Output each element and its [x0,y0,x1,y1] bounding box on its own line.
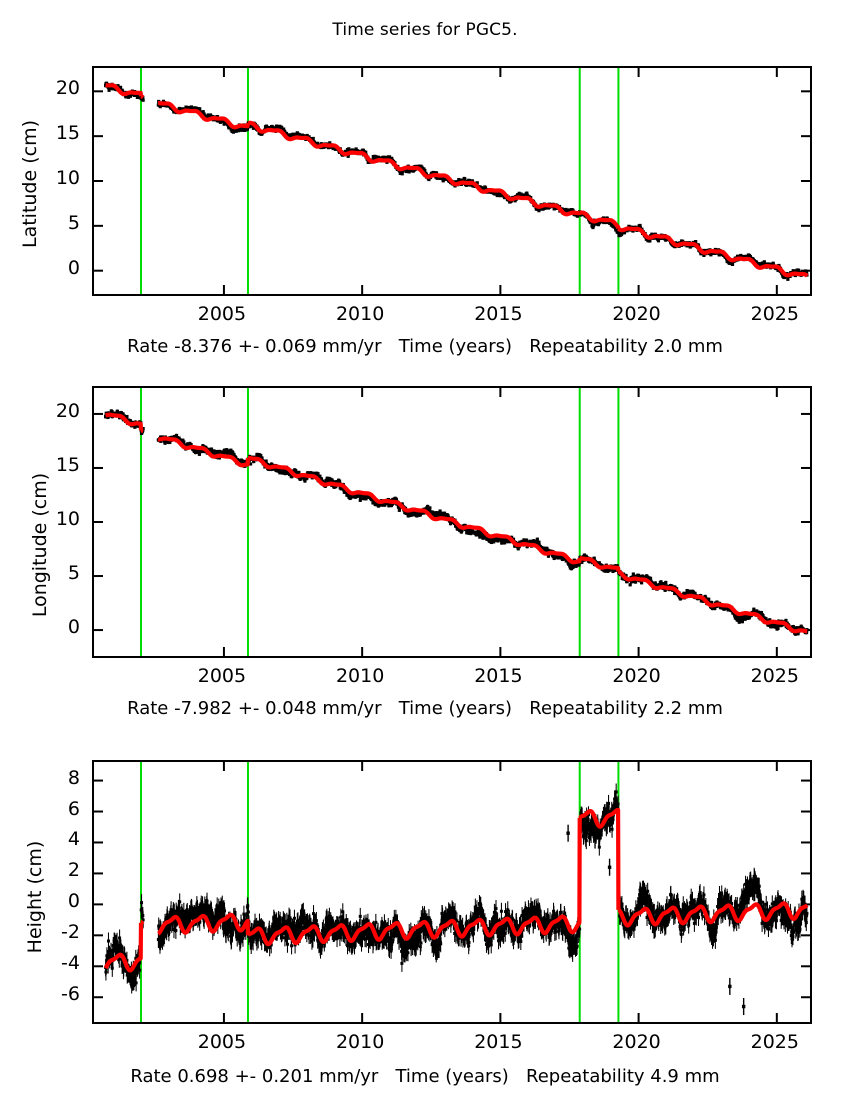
panel-latitude-xtick-2015: 2015 [474,303,523,325]
panel-latitude-xtick-2005: 2005 [197,303,247,325]
panel-height-ytick-m4: -4 [61,952,80,975]
panel-longitude-ytick-0: 0 [67,616,80,639]
panel-latitude-ytick-5: 5 [67,211,80,234]
panel-longitude-xtick-2020: 2020 [612,665,661,687]
panel-height-xtick-2005: 2005 [197,1031,247,1053]
panel-height-xtick-2020: 2020 [612,1031,661,1053]
panel-latitude-canvas [94,68,810,294]
panel-latitude-ytick-15: 15 [55,122,80,145]
panel-height-xtick-2025: 2025 [750,1031,799,1053]
panel-height-ytick-2: 2 [67,859,80,882]
panel-longitude-ytick-10: 10 [55,508,80,530]
panel-height-ytick-6: 6 [67,797,80,820]
panel-latitude-plotbox [92,66,812,296]
panel-height-plotbox [92,760,812,1024]
panel-height-caption: Rate 0.698 +- 0.201 mm/yr Time (years) R… [130,1066,720,1087]
panel-latitude-xtick-2020: 2020 [612,303,661,325]
panel-height-xtick-2010: 2010 [335,1031,385,1053]
panel-height-xtick-2015: 2015 [474,1031,523,1053]
panel-height-ytick-8: 8 [67,766,80,789]
panel-longitude-canvas [94,388,810,656]
panel-longitude-plotbox [92,386,812,658]
panel-longitude-xtick-2015: 2015 [474,665,523,687]
panel-latitude-xtick-2025: 2025 [750,303,799,325]
panel-latitude-caption: Rate -8.376 +- 0.069 mm/yr Time (years) … [127,336,723,357]
panel-longitude-ytick-20: 20 [55,399,80,422]
panel-longitude-xtick-2010: 2010 [335,665,385,687]
panel-latitude-ytick-10: 10 [55,167,80,189]
panel-height-ytick-m2: -2 [61,921,80,944]
panel-longitude-xtick-2025: 2025 [750,665,799,687]
panel-height-ytick-4: 4 [67,828,80,851]
panel-longitude-ytick-5: 5 [67,562,80,585]
panel-longitude-ytick-15: 15 [55,453,80,476]
panel-latitude-ytick-20: 20 [55,77,80,100]
figure-title: Time series for PGC5. [332,20,518,40]
panel-longitude-ylabel: Longitude (cm) [29,472,51,618]
panel-height-canvas [94,762,810,1022]
panel-height-ytick-0: 0 [67,890,80,913]
panel-latitude-ytick-0: 0 [67,256,80,279]
panel-latitude-xtick-2010: 2010 [335,303,385,325]
panel-longitude-caption: Rate -7.982 +- 0.048 mm/yr Time (years) … [127,698,723,719]
panel-longitude-xtick-2005: 2005 [197,665,247,687]
panel-height-ytick-m6: -6 [61,983,80,1006]
